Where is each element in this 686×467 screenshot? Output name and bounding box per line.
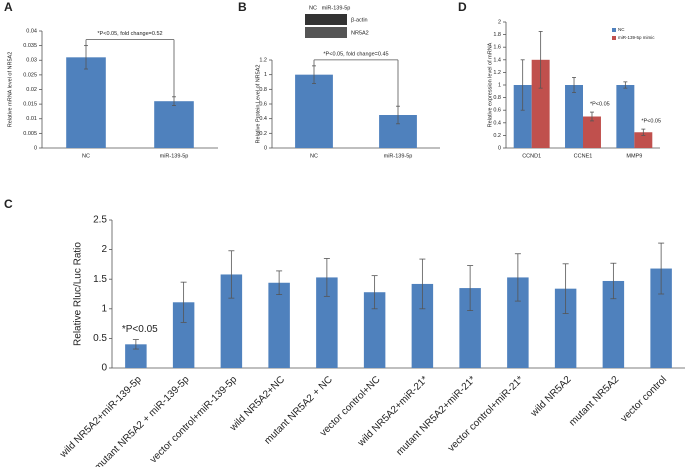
y-axis-label: Relative mRNA level of NR5A2	[7, 52, 13, 128]
y-tick-label: 0	[101, 363, 107, 374]
y-tick-label: 0.4	[493, 120, 501, 126]
bar	[565, 85, 583, 148]
y-tick-label: 2.5	[93, 215, 107, 226]
y-axis-label: Relative expression level of mRNA	[487, 42, 493, 127]
x-tick-label: miR-139-5p	[384, 153, 413, 159]
y-tick-label: 0.2	[493, 133, 501, 139]
bar	[554, 288, 577, 368]
y-tick-label: 2	[498, 19, 501, 25]
bar	[66, 57, 106, 149]
y-tick-label: 0.035	[23, 43, 37, 49]
y-tick-label: 0.04	[26, 28, 37, 34]
blot-band	[305, 14, 347, 25]
y-tick-label: 1.4	[493, 57, 501, 63]
panel-letter: C	[4, 197, 13, 211]
bar	[531, 59, 550, 148]
y-tick-label: 0	[498, 145, 501, 151]
y-tick-label: 1.2	[259, 57, 267, 63]
band-label: NR5A2	[351, 30, 369, 36]
annotation: *P<0.05	[590, 102, 610, 108]
bar	[220, 274, 243, 368]
bar	[411, 283, 434, 368]
lane-label: NC	[309, 5, 317, 11]
bar	[634, 132, 653, 148]
y-tick-label: 0.015	[23, 102, 37, 108]
band-label: β-actin	[351, 17, 368, 23]
x-tick-label: miR-139-5p	[160, 153, 189, 159]
panel-letter: D	[458, 0, 467, 14]
x-tick-label: wild NR5A2	[528, 374, 574, 420]
legend-swatch	[612, 36, 616, 40]
x-tick-label: CCNE1	[574, 153, 593, 159]
x-tick-label: NC	[310, 153, 318, 159]
bar	[316, 277, 338, 368]
y-tick-label: 0	[34, 145, 37, 151]
bar	[602, 280, 625, 368]
y-tick-label: 0.03	[26, 58, 37, 64]
x-tick-label: vector control	[619, 374, 669, 424]
bar	[172, 302, 195, 368]
bar	[650, 268, 672, 368]
x-tick-label: mutant NR5A2	[567, 374, 621, 428]
annotation: *P<0.05	[641, 119, 661, 125]
x-tick-label: mutant NR5A2 + miR-139-5p	[92, 374, 191, 467]
bar	[154, 101, 194, 148]
bar	[268, 282, 290, 368]
lane-label: miR-139-5p	[322, 5, 351, 11]
blot-band	[305, 27, 347, 38]
legend-label: miR-139-5p mimic	[618, 35, 655, 40]
western-blot: NC miR-139-5p β-actin NR5A2	[305, 5, 369, 38]
bar	[616, 85, 635, 148]
annotation: *P<0.05	[122, 324, 158, 335]
bar	[583, 116, 601, 148]
legend-label: NC	[618, 27, 625, 32]
y-tick-label: 1	[101, 303, 107, 314]
y-tick-label: 2	[101, 244, 107, 255]
x-tick-label: CCND1	[522, 153, 541, 159]
y-tick-label: 1.8	[493, 32, 501, 38]
x-tick-label: wild NR5A2+miR-139-5p	[57, 374, 144, 461]
annotation: *P<0.05, fold change=0.52	[97, 31, 162, 37]
y-tick-label: 0.6	[259, 101, 267, 107]
y-tick-label: 0.8	[493, 95, 501, 101]
annotation: *P<0.05, fold change=0.45	[323, 51, 388, 57]
bar	[459, 288, 481, 368]
y-tick-label: 1.2	[493, 70, 501, 76]
y-tick-label: 0.4	[259, 116, 267, 122]
y-tick-label: 0	[264, 145, 267, 151]
y-tick-label: 0.025	[23, 72, 37, 78]
y-tick-label: 0.2	[259, 131, 267, 137]
x-tick-label: MMP9	[626, 153, 642, 159]
y-tick-label: 0.5	[93, 333, 107, 344]
bar	[295, 74, 333, 148]
y-tick-label: 0.8	[259, 87, 267, 93]
y-tick-label: 0.01	[26, 116, 37, 122]
bar	[507, 277, 529, 368]
bar	[125, 344, 147, 368]
x-tick-label: mutant NR5A2+miR-21*	[394, 374, 478, 458]
panel-letter: A	[4, 0, 13, 14]
bar	[513, 85, 532, 148]
y-tick-label: 1.5	[93, 274, 107, 285]
y-tick-label: 1	[264, 72, 267, 78]
y-axis-label: Relative Rluc/Luc Ratio	[73, 242, 84, 346]
bar	[363, 292, 386, 368]
y-tick-label: 0.6	[493, 108, 501, 114]
y-axis-label: Relative Protein Level of NR5A2	[255, 65, 261, 144]
y-tick-label: 0.005	[23, 131, 37, 137]
x-tick-label: NC	[82, 153, 90, 159]
y-tick-label: 1	[498, 82, 501, 88]
legend-swatch	[612, 28, 616, 32]
x-tick-label: vector control+miR-139-5p	[148, 374, 240, 466]
y-tick-label: 0.02	[26, 87, 37, 93]
panel-letter: B	[238, 0, 247, 14]
y-tick-label: 1.6	[493, 45, 501, 51]
